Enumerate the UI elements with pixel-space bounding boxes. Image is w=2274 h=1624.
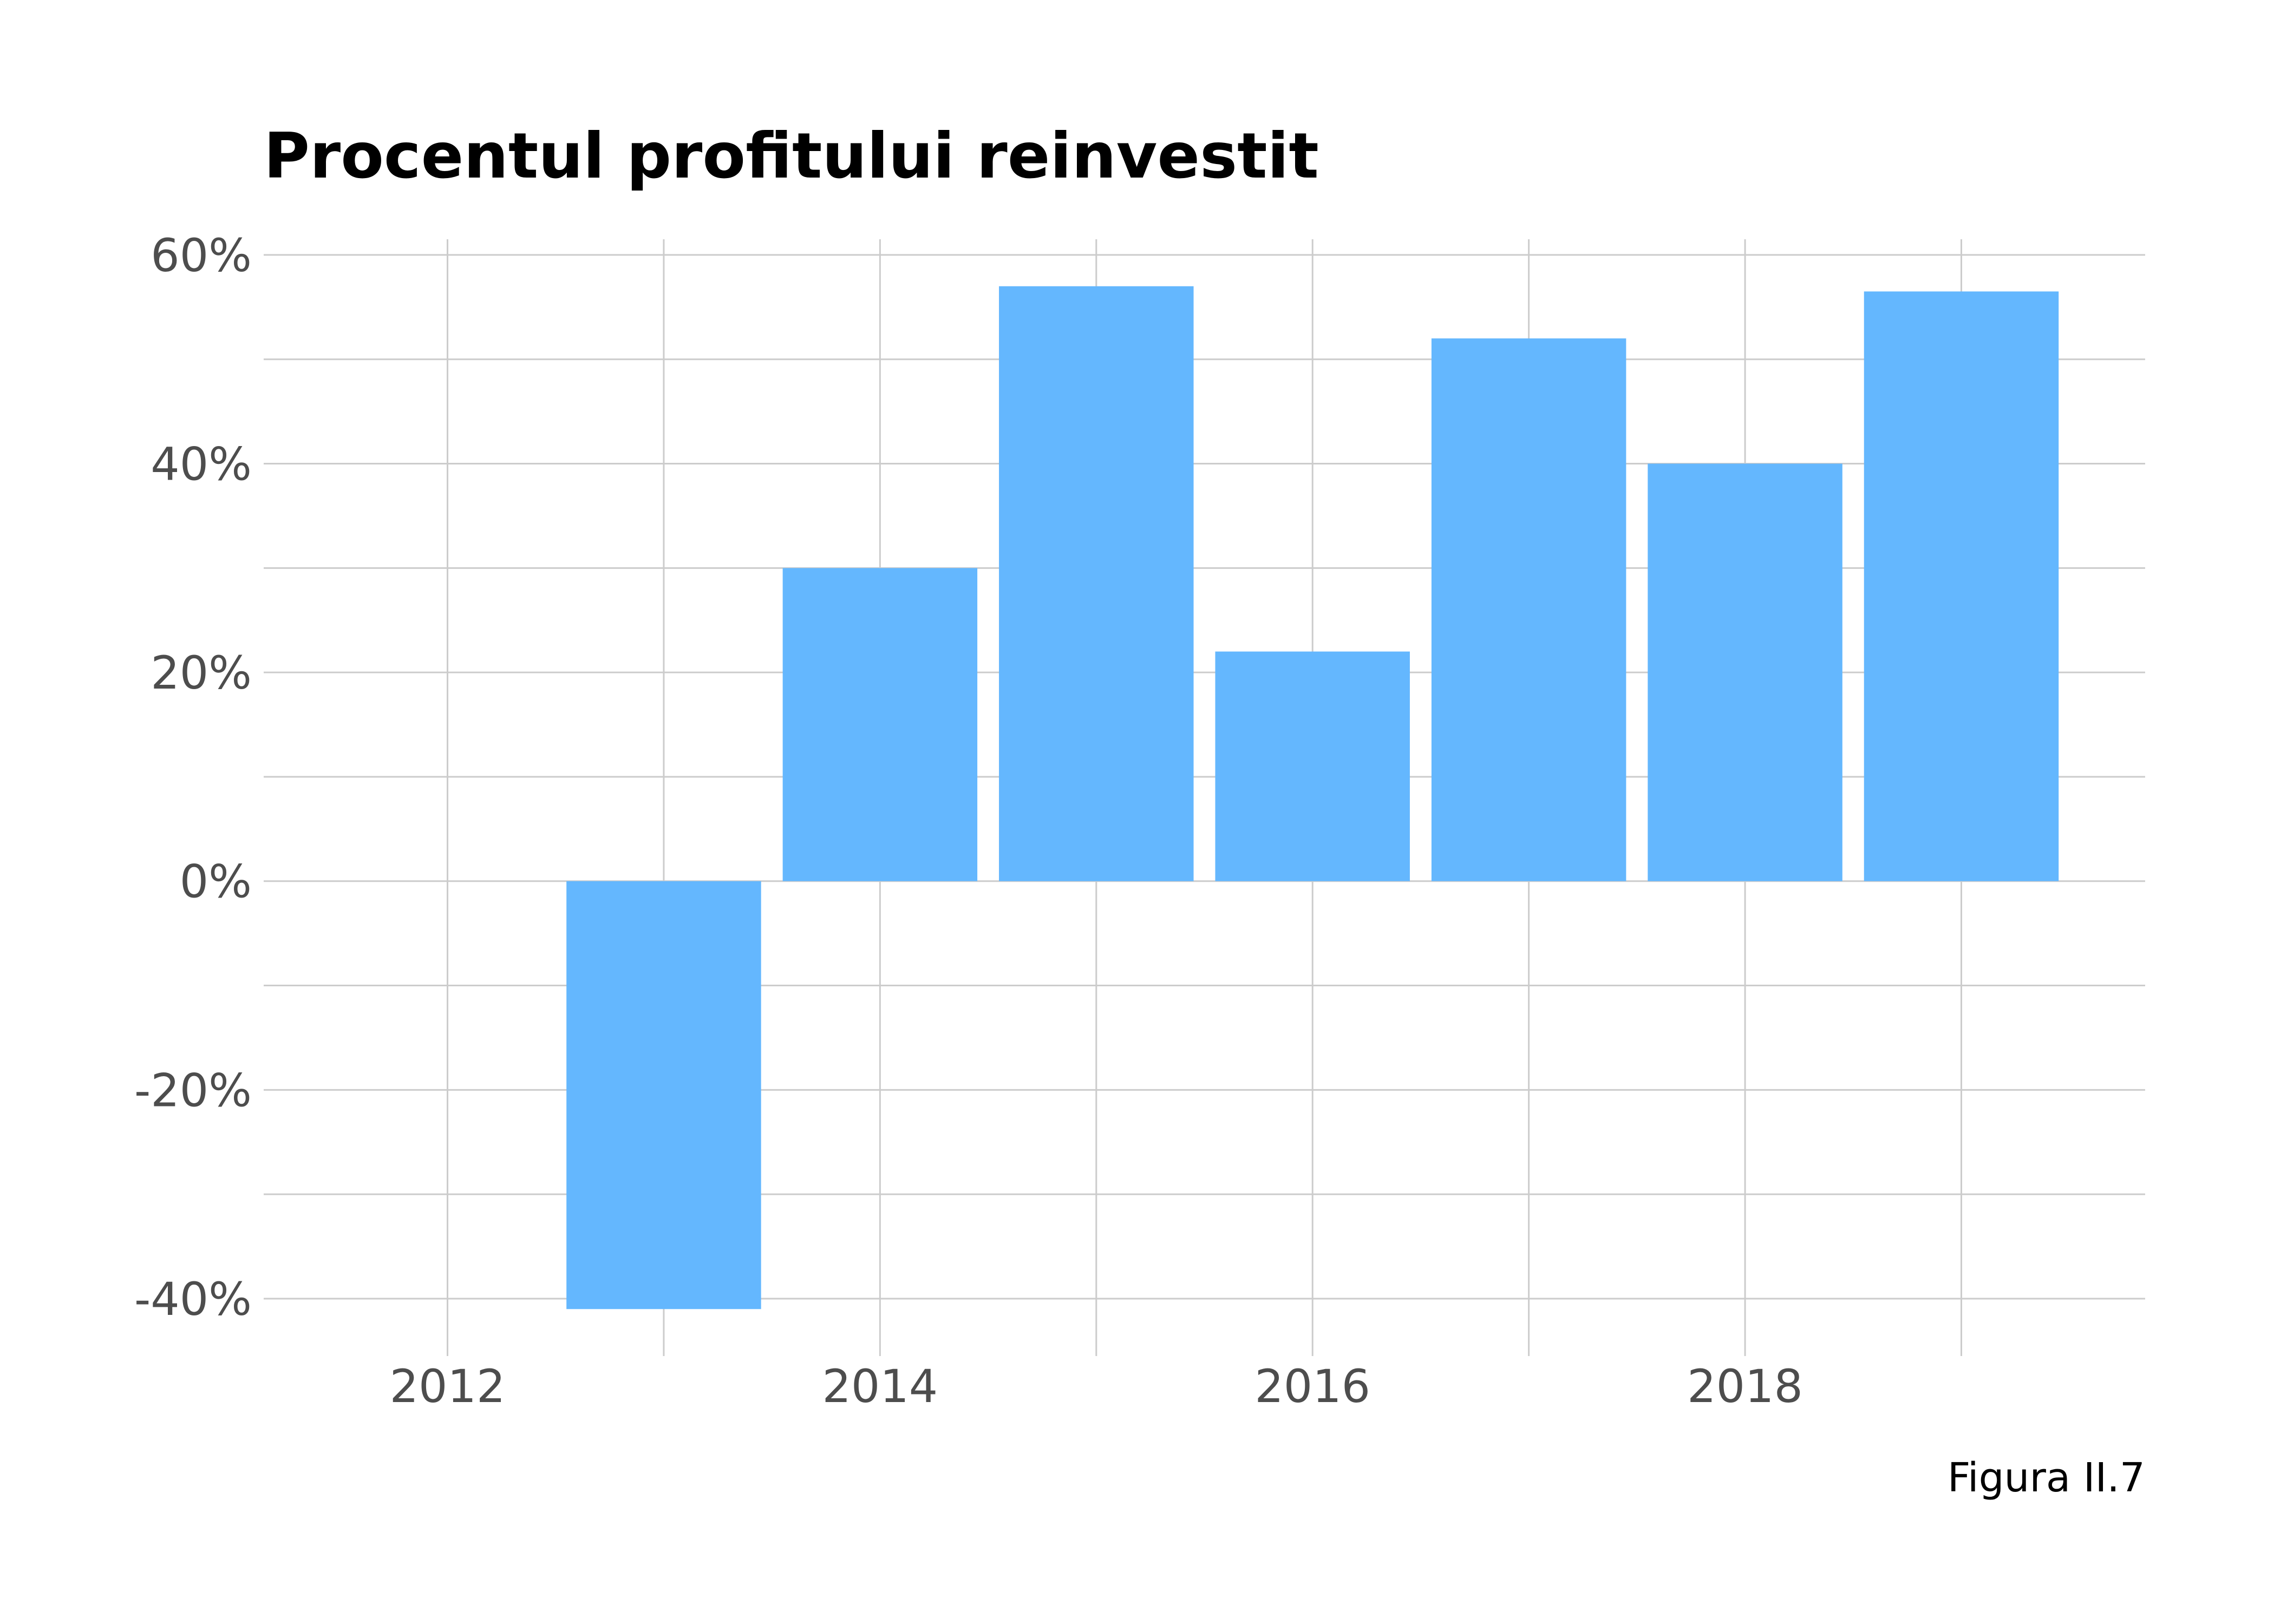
bars (566, 286, 2059, 1309)
x-axis-tick-labels: 2012 2014 2016 2018 (390, 1360, 1803, 1413)
x-tick-label: 2012 (390, 1360, 506, 1413)
bar-2013 (566, 881, 761, 1309)
figure-caption: Figura II.7 (1948, 1455, 2145, 1501)
grid-lines (264, 239, 2145, 1356)
bar-2014 (782, 568, 978, 881)
y-tick-label: 20% (151, 646, 252, 699)
x-tick-label: 2016 (1254, 1360, 1370, 1413)
chart-title: Procentul profitului reinvestit (264, 120, 1319, 193)
y-axis-tick-labels: -40% -20% 0% 20% 40% 60% (134, 229, 252, 1326)
y-tick-label: 60% (151, 229, 252, 282)
bar-2015 (999, 286, 1194, 881)
bar-2019 (1864, 291, 2059, 881)
y-tick-label: 40% (151, 438, 252, 491)
y-tick-label: -20% (134, 1064, 252, 1117)
y-tick-label: -40% (134, 1273, 252, 1326)
x-tick-label: 2018 (1687, 1360, 1803, 1413)
bar-2017 (1431, 338, 1626, 881)
bar-2016 (1215, 651, 1410, 881)
x-tick-label: 2014 (822, 1360, 938, 1413)
bar-2018 (1648, 463, 1842, 881)
y-tick-label: 0% (180, 855, 252, 908)
